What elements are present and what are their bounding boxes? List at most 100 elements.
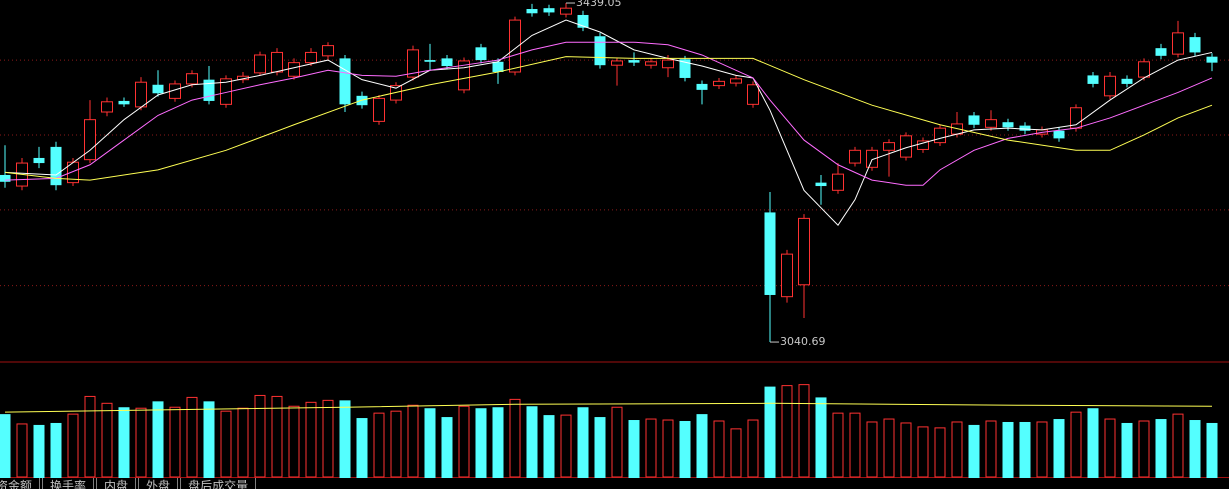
- volume-bar: [1206, 422, 1218, 478]
- volume-bar: [1138, 420, 1150, 478]
- tab[interactable]: 资金额: [0, 478, 41, 489]
- volume-bar: [1070, 411, 1082, 478]
- candle-body: [475, 47, 487, 61]
- candle-body: [186, 73, 198, 85]
- candle-body: [560, 7, 572, 15]
- volume-bar: [254, 394, 266, 478]
- candle-body: [866, 149, 878, 168]
- volume-bar: [0, 414, 11, 478]
- tab[interactable]: 换手率: [42, 478, 95, 489]
- volume-bar: [356, 418, 368, 478]
- volume-bar: [1155, 419, 1167, 478]
- volume-bar: [1036, 421, 1048, 478]
- volume-bar: [968, 424, 980, 478]
- candle-body: [50, 146, 62, 186]
- tab[interactable]: 盘后成交量: [180, 478, 257, 489]
- volume-bar: [594, 417, 606, 478]
- volume-bar: [832, 412, 844, 478]
- candle-body: [1019, 125, 1031, 131]
- candle-body: [662, 59, 674, 69]
- volume-bar: [696, 414, 708, 478]
- volume-bar: [1002, 421, 1014, 478]
- moving-average: [4, 56, 1213, 181]
- tab[interactable]: 内盘: [96, 478, 137, 489]
- volume-bar: [849, 412, 861, 478]
- volume-bar: [152, 401, 164, 478]
- candle-body: [373, 97, 385, 122]
- candle-body: [1189, 37, 1201, 53]
- volume-bar: [305, 401, 317, 478]
- volume-bar: [1087, 408, 1099, 478]
- candle-body: [509, 19, 521, 73]
- volume-bar: [713, 420, 725, 478]
- candle-body: [628, 60, 640, 63]
- volume-bar: [628, 420, 640, 478]
- candle-body: [339, 58, 351, 105]
- volume-bar: [543, 415, 555, 478]
- volume-bar: [883, 418, 895, 478]
- candle-body: [730, 78, 742, 84]
- volume-bar: [33, 424, 45, 478]
- volume-bar: [373, 412, 385, 478]
- volume-bar: [934, 427, 946, 478]
- volume-bar: [322, 399, 334, 478]
- candle-body: [424, 60, 436, 62]
- volume-bar: [764, 386, 776, 478]
- volume-bar: [67, 413, 79, 478]
- volume-bar: [611, 406, 623, 478]
- volume-bar: [730, 428, 742, 478]
- volume-bar: [1189, 420, 1201, 478]
- volume-bar: [747, 419, 759, 478]
- volume-bar: [679, 421, 691, 478]
- candle-body: [543, 8, 555, 13]
- candle-body: [492, 61, 504, 72]
- extreme-label: 3439.05: [576, 0, 622, 9]
- candle-body: [33, 157, 45, 164]
- candle-body: [407, 49, 419, 78]
- volume-bar: [118, 407, 130, 478]
- volume-bar: [407, 404, 419, 478]
- volume-bar: [815, 397, 827, 478]
- candle-body: [832, 173, 844, 191]
- volume-bar: [220, 410, 232, 478]
- volume-bar: [339, 400, 351, 478]
- candle-body: [1121, 78, 1133, 84]
- volume-bar: [662, 419, 674, 478]
- volume-bar: [526, 406, 538, 478]
- volume-bar: [951, 421, 963, 478]
- volume-bar: [390, 410, 402, 478]
- volume-bar: [917, 426, 929, 478]
- candle-body: [135, 81, 147, 108]
- candle-body: [764, 212, 776, 295]
- chart: 3439.05 3040.69: [0, 0, 1229, 478]
- volume-bar: [1053, 419, 1065, 478]
- volume-bar: [866, 421, 878, 478]
- candle-body: [713, 80, 725, 87]
- candle-body: [1087, 75, 1099, 84]
- candle-body: [84, 119, 96, 161]
- candle-body: [526, 9, 538, 14]
- candle-body: [458, 60, 470, 91]
- volume-bar: [288, 405, 300, 478]
- candle-body: [968, 115, 980, 125]
- candle-body: [815, 182, 827, 187]
- tab[interactable]: 外盘: [138, 478, 179, 489]
- candle-body: [798, 217, 810, 286]
- candle-body: [594, 36, 606, 66]
- candle-body: [747, 84, 759, 105]
- volume-bar: [424, 408, 436, 478]
- candle-body: [305, 51, 317, 64]
- volume-bar: [781, 385, 793, 478]
- volume-bar: [84, 395, 96, 478]
- extreme-label: 3040.69: [780, 335, 826, 348]
- volume-bar: [203, 401, 215, 478]
- candle-body: [118, 100, 130, 105]
- volume-average: [4, 402, 1213, 413]
- volume-bar: [441, 417, 453, 478]
- candle-body: [1053, 130, 1065, 139]
- candle-body: [1138, 61, 1150, 78]
- moving-average: [4, 41, 1213, 186]
- candle-body: [696, 83, 708, 90]
- volume-bar: [169, 406, 181, 478]
